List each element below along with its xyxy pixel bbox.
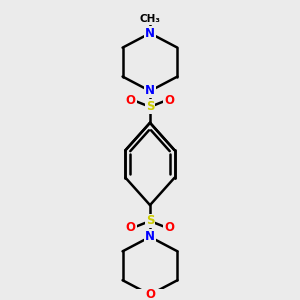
Text: N: N xyxy=(145,230,155,243)
Text: O: O xyxy=(164,94,174,107)
Text: N: N xyxy=(145,85,155,98)
Text: O: O xyxy=(126,94,136,107)
Text: S: S xyxy=(146,100,154,113)
Text: O: O xyxy=(164,221,174,234)
Text: O: O xyxy=(145,288,155,300)
Text: N: N xyxy=(145,27,155,40)
Text: O: O xyxy=(126,221,136,234)
Text: S: S xyxy=(146,214,154,227)
Text: CH₃: CH₃ xyxy=(140,14,160,24)
